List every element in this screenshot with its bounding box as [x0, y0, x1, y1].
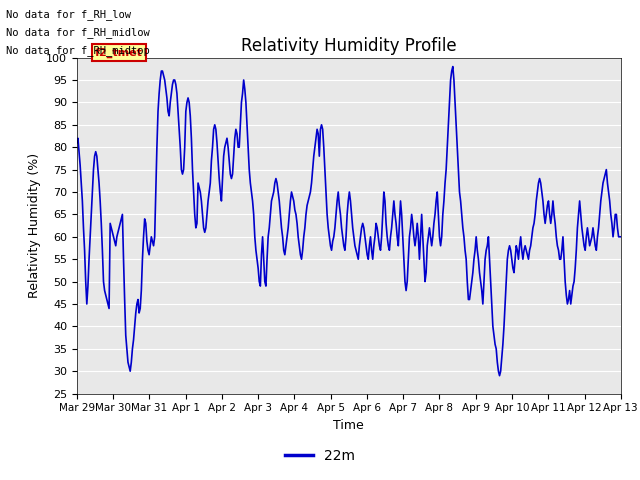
- Legend: 22m: 22m: [280, 443, 360, 468]
- Text: No data for f_RH_midlow: No data for f_RH_midlow: [6, 27, 150, 38]
- Text: No data for f_RH_midtop: No data for f_RH_midtop: [6, 45, 150, 56]
- Text: No data for f_RH_low: No data for f_RH_low: [6, 9, 131, 20]
- Text: f2_tmet: f2_tmet: [95, 48, 143, 58]
- Y-axis label: Relativity Humidity (%): Relativity Humidity (%): [28, 153, 40, 298]
- X-axis label: Time: Time: [333, 419, 364, 432]
- Title: Relativity Humidity Profile: Relativity Humidity Profile: [241, 36, 456, 55]
